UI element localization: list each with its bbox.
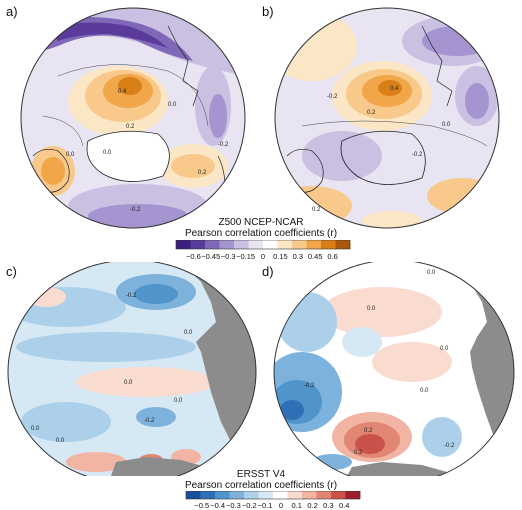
map-b-z500: 0.4 0.2 -0.2 0.0 -0.2 0.2 — [274, 7, 500, 229]
contour-label: 0.0 — [31, 426, 40, 432]
sst-colorbar-swatch — [287, 491, 303, 499]
contour-label: 0.0 — [124, 380, 133, 386]
z500-colorbar-swatch — [176, 240, 191, 249]
sst-colorbar-swatch — [200, 491, 216, 499]
contour-label: -0.2 — [412, 152, 423, 158]
z500-colorbar-subtitle: Pearson correlation coefficients (r) — [184, 228, 338, 239]
contour-label: 0.2 — [354, 450, 363, 456]
sst-colorbar-swatch — [229, 491, 245, 499]
contour-label: 0.0 — [442, 122, 451, 128]
z500-colorbar-swatch — [263, 240, 278, 249]
contour-label: -0.2 — [444, 443, 455, 449]
sst-colorbar-tick-label: 0 — [279, 501, 283, 510]
sst-colorbar-swatch — [316, 491, 332, 499]
z500-colorbar-tick-label: 0.6 — [327, 252, 337, 261]
contour-label: 0.0 — [103, 150, 112, 156]
z500-colorbar-tick-label: −0.15 — [236, 252, 255, 261]
contour-label: 0.0 — [367, 306, 376, 312]
z500-colorbar-tick-label: −0.45 — [201, 252, 220, 261]
z500-colorbar-swatch — [219, 240, 235, 249]
contour-label: 0.0 — [168, 102, 177, 108]
contour-label: 0.2 — [367, 110, 376, 116]
sst-colorbar-subtitle: Pearson correlation coefficients (r) — [184, 480, 338, 491]
sst-colorbar-tick-label: 0.4 — [339, 501, 349, 510]
contour-label: 0.0 — [440, 346, 449, 352]
sst-colorbar-frame — [185, 491, 361, 500]
map-c-sst: -0.2 0.0 0.0 -0.2 0.0 0.0 0.0 — [7, 262, 257, 476]
contour-label: 0.2 — [364, 428, 373, 434]
contour-label: 0.0 — [427, 270, 436, 276]
sst-colorbar-tick-label: 0.1 — [292, 501, 302, 510]
sst-colorbar-swatch — [244, 491, 259, 499]
contour-label: -0.2 — [304, 383, 315, 389]
contour-label: 0.2 — [126, 124, 135, 130]
contour-label: 0.0 — [56, 438, 65, 444]
sst-colorbar-tick-label: −0.2 — [242, 501, 257, 510]
contour-label: 0.0 — [174, 398, 183, 404]
sst-colorbar-tick-label: −0.1 — [258, 501, 273, 510]
contour-label: 0.0 — [184, 330, 193, 336]
sst-colorbar-tick-label: 0.3 — [323, 501, 333, 510]
z500-colorbar-frame — [175, 240, 351, 250]
contour-label: -0.2 — [130, 207, 141, 213]
panel-label-b: b) — [262, 4, 274, 19]
sst-colorbar-swatch — [302, 491, 317, 499]
z500-colorbar-swatch — [277, 240, 293, 249]
z500-colorbar-swatch — [292, 240, 307, 249]
map-d-sst: 0.0 0.0 -0.2 0.2 0.0 0.0 0.2 -0.2 — [273, 262, 515, 476]
z500-colorbar-title: Z500 NCEP-NCAR — [218, 217, 304, 228]
z500-colorbar-swatch — [335, 240, 351, 249]
z500-colorbar-tick-label: −0.6 — [186, 252, 201, 261]
sst-colorbar: −0.5 −0.4 −0.3 −0.2 −0.1 0 0.1 0.2 0.3 0.4 — [185, 491, 361, 510]
sst-colorbar-swatch — [273, 491, 288, 499]
z500-colorbar-tick-label: 0.15 — [273, 252, 288, 261]
z500-colorbar-swatch — [321, 240, 336, 249]
contour-label: -0.2 — [327, 94, 338, 100]
map-a-z500: 0.4 0.0 0.2 0.0 0.2 -0.2 0.0 -0.2 — [20, 7, 246, 229]
z500-colorbar-swatch — [234, 240, 249, 249]
z500-colorbar-swatch — [190, 240, 206, 249]
panel-label-c: c) — [6, 264, 17, 279]
contour-label: 0.4 — [390, 86, 399, 92]
contour-label: 0.2 — [198, 170, 207, 176]
contour-label: -0.2 — [218, 142, 229, 148]
z500-colorbar-tick-label: 0.3 — [293, 252, 303, 261]
contour-label: 0.0 — [66, 152, 75, 158]
sst-colorbar-swatch — [215, 491, 230, 499]
z500-colorbar: −0.6 −0.45 −0.3 −0.15 0 0.15 0.3 0.45 0.6 — [175, 240, 351, 261]
contour-label: 0.4 — [118, 89, 127, 95]
sst-colorbar-tick-label: −0.4 — [210, 501, 225, 510]
z500-colorbar-swatch — [306, 240, 322, 249]
panel-label-a: a) — [6, 4, 18, 19]
contour-label: 0.2 — [312, 207, 321, 213]
z500-colorbar-tick-label: −0.3 — [221, 252, 236, 261]
z500-colorbar-swatch — [248, 240, 264, 249]
z500-colorbar-tick-label: 0 — [261, 252, 265, 261]
panel-label-d: d) — [262, 264, 274, 279]
contour-label: -0.2 — [126, 293, 137, 299]
sst-colorbar-tick-label: −0.3 — [226, 501, 241, 510]
z500-colorbar-swatch — [205, 240, 220, 249]
contour-label: -0.2 — [144, 418, 155, 424]
sst-colorbar-swatch — [258, 491, 274, 499]
sst-colorbar-swatch — [345, 491, 361, 499]
z500-colorbar-tick-label: 0.45 — [308, 252, 323, 261]
sst-colorbar-tick-label: 0.2 — [307, 501, 317, 510]
sst-colorbar-tick-label: −0.5 — [194, 501, 209, 510]
sst-colorbar-swatch — [331, 491, 346, 499]
sst-colorbar-swatch — [186, 491, 201, 499]
sst-colorbar-title: ERSST V4 — [236, 469, 286, 480]
contour-label: 0.0 — [420, 388, 429, 394]
